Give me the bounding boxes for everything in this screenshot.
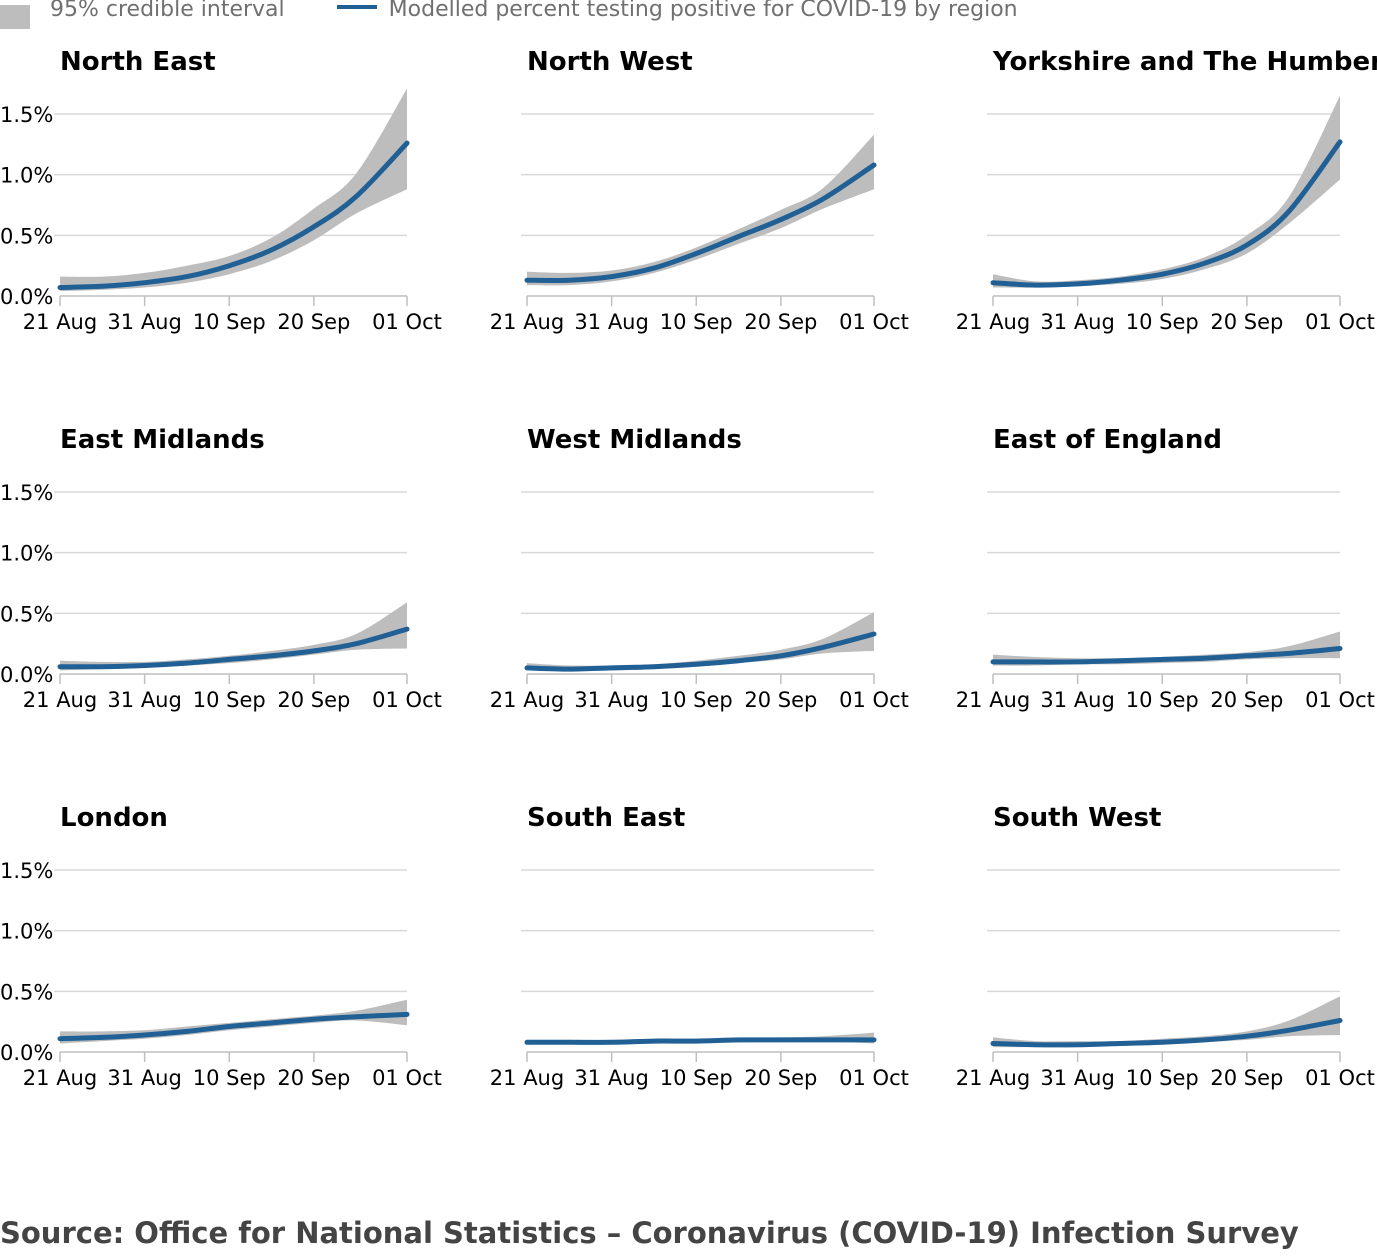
legend-band-label: 95% credible interval (50, 0, 285, 22)
x-tick-label: 31 Aug (107, 310, 181, 334)
small-multiples-grid: North East 0.0% 0.5% 1.0% 1.5% 21 Aug 31 Aug 10… (0, 30, 1377, 1180)
x-tick-label: 01 Oct (1305, 310, 1375, 334)
y-tick-label: 1.5% (0, 859, 53, 883)
y-tick-label: 0.5% (0, 602, 53, 626)
credible-interval-band (993, 95, 1340, 288)
x-tick-label: 01 Oct (1305, 1066, 1375, 1090)
y-tick-label: 0.5% (0, 224, 53, 248)
panel-south-east: South East 21 Aug 31 Aug 10 Sep 20 Sep 01 Oct (490, 803, 909, 1090)
x-tick-label: 10 Sep (660, 1066, 733, 1090)
x-tick-label: 31 Aug (574, 688, 648, 712)
x-tick-label: 20 Sep (1210, 688, 1283, 712)
legend-item-band: 95% credible interval (0, 0, 285, 29)
x-tick-label: 21 Aug (490, 1066, 564, 1090)
credible-interval-band (993, 996, 1340, 1048)
panel-north-west: North West 21 Aug 31 Aug 10 Sep 20 Sep 01 Oct (490, 47, 909, 334)
modelled-line (990, 1018, 1343, 1048)
modelled-line (57, 626, 410, 670)
legend-line-swatch (336, 5, 377, 9)
panel-west-midlands: West Midlands 21 Aug 31 Aug 10 Sep 20 Sep 01 … (490, 425, 909, 712)
x-tick-label: 20 Sep (1210, 1066, 1283, 1090)
panel-east-midlands: East Midlands 0.0% 0.5% 1.0% 1.5% 21 Aug 31 Au… (0, 425, 442, 712)
modelled-line (990, 646, 1343, 665)
x-tick-label: 20 Sep (744, 1066, 817, 1090)
modelled-line (57, 140, 410, 290)
y-tick-label: 1.5% (0, 481, 53, 505)
modelled-line (990, 139, 1343, 288)
x-tick-label: 20 Sep (277, 688, 350, 712)
legend-item-line: Modelled percent testing positive for CO… (336, 0, 1018, 22)
x-tick-label: 10 Sep (1126, 310, 1199, 334)
x-tick-label: 20 Sep (277, 1066, 350, 1090)
x-tick-label: 20 Sep (277, 310, 350, 334)
y-tick-label: 1.0% (0, 164, 53, 188)
legend: 95% credible interval Modelled percent t… (0, 0, 1070, 29)
x-tick-label: 31 Aug (107, 688, 181, 712)
x-tick-label: 21 Aug (956, 310, 1030, 334)
x-tick-label: 01 Oct (839, 1066, 909, 1090)
panel-title: West Midlands (527, 425, 742, 455)
panel-title: South West (993, 803, 1161, 833)
x-tick-label: 21 Aug (490, 310, 564, 334)
y-tick-label: 1.0% (0, 542, 53, 566)
modelled-line (524, 162, 877, 283)
legend-band-swatch (0, 5, 30, 29)
panel-north-east: North East 0.0% 0.5% 1.0% 1.5% 21 Aug 31 Aug 10… (0, 47, 442, 334)
panel-south-west: South West 21 Aug 31 Aug 10 Sep 20 Sep 01 Oct (956, 803, 1375, 1090)
x-tick-label: 31 Aug (107, 1066, 181, 1090)
y-tick-label: 1.0% (0, 920, 53, 944)
credible-interval-band (527, 134, 874, 286)
x-tick-label: 10 Sep (660, 688, 733, 712)
x-tick-label: 10 Sep (193, 310, 266, 334)
x-tick-label: 31 Aug (1040, 688, 1114, 712)
x-tick-label: 10 Sep (660, 310, 733, 334)
modelled-line (57, 1011, 410, 1042)
x-tick-label: 21 Aug (23, 310, 97, 334)
y-tick-label: 0.0% (0, 663, 53, 687)
x-tick-label: 31 Aug (1040, 310, 1114, 334)
x-tick-label: 20 Sep (744, 310, 817, 334)
x-tick-label: 01 Oct (372, 1066, 442, 1090)
x-tick-label: 31 Aug (574, 1066, 648, 1090)
panel-title: North West (527, 47, 693, 77)
x-tick-label: 20 Sep (744, 688, 817, 712)
x-tick-label: 10 Sep (1126, 1066, 1199, 1090)
x-tick-label: 10 Sep (193, 688, 266, 712)
credible-interval-band (60, 88, 407, 292)
x-tick-label: 10 Sep (193, 1066, 266, 1090)
panel-east-of-england: East of England 21 Aug 31 Aug 10 Sep 20 Sep 0… (956, 425, 1375, 712)
x-tick-label: 21 Aug (23, 1066, 97, 1090)
x-tick-label: 21 Aug (956, 1066, 1030, 1090)
x-tick-label: 31 Aug (1040, 1066, 1114, 1090)
x-tick-label: 01 Oct (839, 310, 909, 334)
x-tick-label: 10 Sep (1126, 688, 1199, 712)
modelled-line (524, 1037, 877, 1045)
x-tick-label: 21 Aug (23, 688, 97, 712)
panel-title: London (60, 803, 168, 833)
panel-title: East of England (993, 425, 1222, 455)
x-tick-label: 20 Sep (1210, 310, 1283, 334)
panel-title: East Midlands (60, 425, 265, 455)
x-tick-label: 01 Oct (372, 310, 442, 334)
y-tick-label: 0.0% (0, 285, 53, 309)
x-tick-label: 21 Aug (490, 688, 564, 712)
panel-title: Yorkshire and The Humber (992, 47, 1377, 77)
legend-line-label: Modelled percent testing positive for CO… (388, 0, 1018, 22)
panel-yorkshire-and-the-humber: Yorkshire and The Humber 21 Aug 31 Aug 10 S… (956, 47, 1377, 334)
credible-interval-band (60, 602, 407, 671)
y-tick-label: 0.5% (0, 980, 53, 1004)
modelled-line (524, 631, 877, 672)
chart-svg: North East 0.0% 0.5% 1.0% 1.5% 21 Aug 31 Aug 10… (0, 47, 1377, 1090)
x-tick-label: 31 Aug (574, 310, 648, 334)
y-tick-label: 1.5% (0, 103, 53, 127)
x-tick-label: 01 Oct (372, 688, 442, 712)
source-note: Source: Office for National Statistics –… (0, 1216, 1299, 1250)
panel-title: North East (60, 47, 216, 77)
panel-london: London 0.0% 0.5% 1.0% 1.5% 21 Aug 31 Aug 10 Sep… (0, 803, 442, 1090)
y-tick-label: 0.0% (0, 1041, 53, 1065)
x-tick-label: 21 Aug (956, 688, 1030, 712)
x-tick-label: 01 Oct (1305, 688, 1375, 712)
panel-title: South East (527, 803, 685, 833)
x-tick-label: 01 Oct (839, 688, 909, 712)
